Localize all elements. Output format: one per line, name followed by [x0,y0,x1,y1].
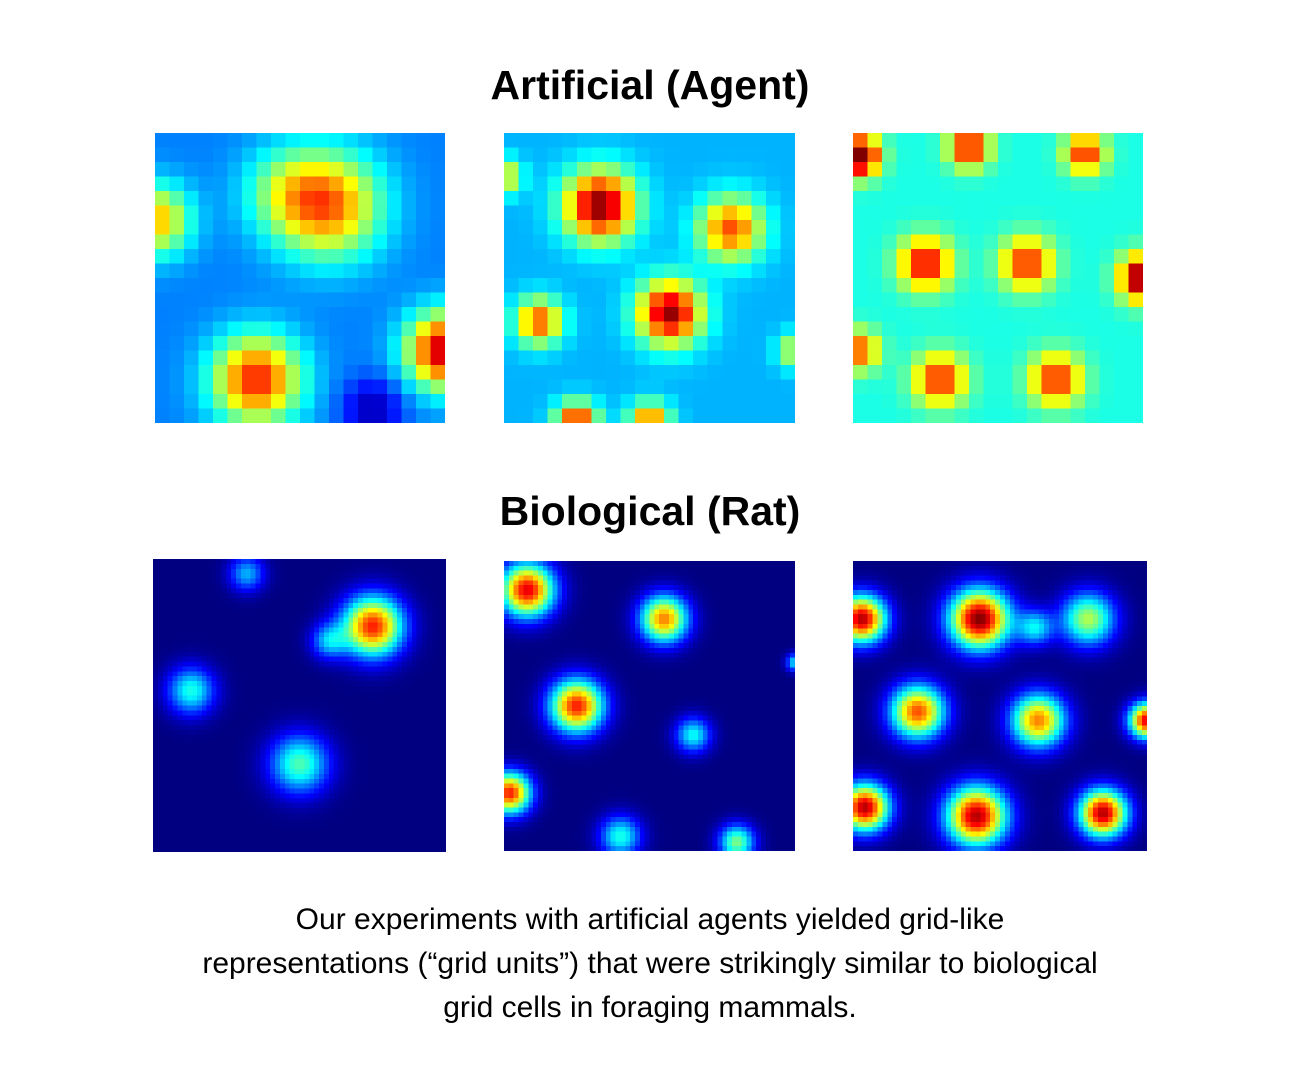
caption-line-3: grid cells in foraging mammals. [443,991,857,1024]
rat-rate-map-1 [153,559,446,852]
caption-line-2: representations (“grid units”) that were… [202,947,1098,980]
figure-caption: Our experiments with artificial agents y… [100,898,1200,1030]
caption-line-1: Our experiments with artificial agents y… [295,903,1005,936]
rat-rate-map-3 [853,561,1147,851]
section-title-artificial: Artificial (Agent) [490,62,810,108]
agent-rate-map-3 [853,133,1143,423]
section-title-biological: Biological (Rat) [499,488,801,534]
agent-rate-map-2 [504,133,795,423]
agent-rate-map-1 [155,133,445,423]
rat-rate-map-2 [504,561,795,851]
